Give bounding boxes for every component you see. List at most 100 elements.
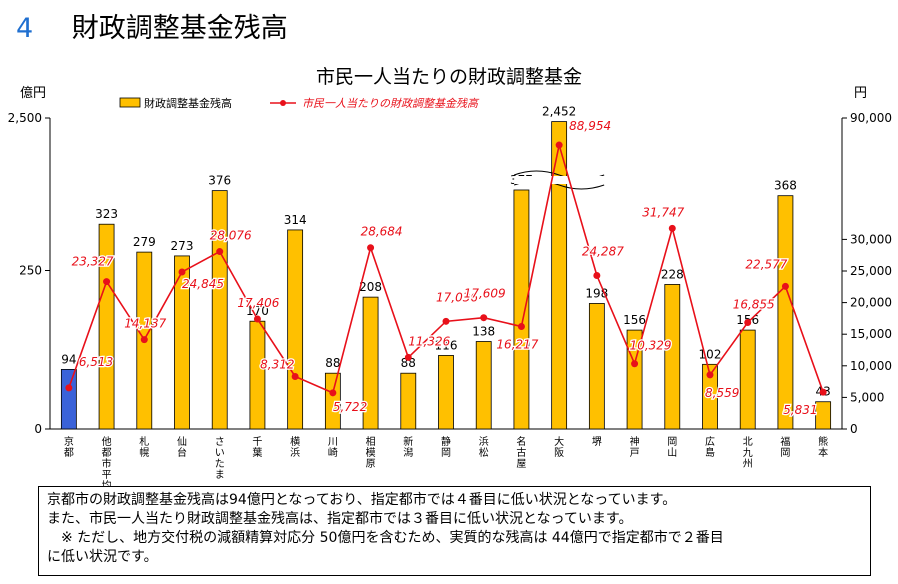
per-capita-point xyxy=(442,317,450,325)
category-label: 新 xyxy=(403,435,413,448)
right-tick-label: 15,000 xyxy=(850,327,892,341)
category-label: 戸 xyxy=(630,447,640,459)
category-label: 大 xyxy=(554,435,564,448)
per-capita-value-label: 6,513 xyxy=(79,355,113,369)
bar-value-label: 368 xyxy=(774,179,797,193)
per-capita-value-label: 8,312 xyxy=(260,357,294,371)
per-capita-value-label: 23,327 xyxy=(72,255,114,269)
category-label: 均 xyxy=(102,480,112,486)
category-label: 阪 xyxy=(554,446,564,459)
per-capita-point xyxy=(103,278,111,286)
per-capita-point xyxy=(480,314,488,322)
chart-svg: 2,500 250 0 90,000 30,000 25,000 20,000 15,000 1… xyxy=(8,96,892,486)
note-line: ※ ただし、地方交付税の減額精算対応分 50億円を含むため、実質的な残高は 44… xyxy=(47,530,724,546)
per-capita-point xyxy=(404,353,412,361)
per-capita-point xyxy=(668,224,676,232)
category-label: 浜 xyxy=(479,436,489,448)
bar xyxy=(98,223,115,430)
category-label: 崎 xyxy=(328,446,338,459)
category-label: 九 xyxy=(743,447,753,459)
category-label: 都 xyxy=(64,447,74,459)
category-label: 北 xyxy=(743,436,753,448)
category-label: 川 xyxy=(328,437,338,448)
bar-value-label: 208 xyxy=(359,280,382,294)
category-label: 平 xyxy=(102,470,112,481)
per-capita-value-label: 28,684 xyxy=(361,225,403,239)
per-capita-value-label: 5,831 xyxy=(783,403,817,417)
category-label: 千 xyxy=(252,436,262,448)
category-label: 屋 xyxy=(516,458,526,470)
legend-line-label: 市民一人当たりの財政調整基金残高 xyxy=(302,97,480,110)
bar-value-label: 88 xyxy=(401,356,416,370)
category-label: 仙 xyxy=(177,435,187,448)
category-label: 相 xyxy=(366,435,376,448)
bar xyxy=(249,320,266,430)
per-capita-point xyxy=(367,244,375,252)
per-capita-value-label: 31,747 xyxy=(642,205,684,219)
bar xyxy=(513,189,530,430)
legend-bar-label: 財政調整基金残高 xyxy=(144,96,232,110)
bar xyxy=(777,195,794,430)
right-tick-label: 10,000 xyxy=(850,359,892,373)
bar xyxy=(739,329,756,430)
right-tick-label: 25,000 xyxy=(850,264,892,278)
per-capita-point xyxy=(517,323,525,331)
bar xyxy=(324,372,341,430)
per-capita-point xyxy=(593,272,601,280)
bar-value-label: 279 xyxy=(133,235,156,249)
per-capita-value-label: 11,326 xyxy=(408,334,450,348)
bar xyxy=(815,401,832,430)
chart-title: 市民一人当たりの財政調整基金 xyxy=(315,66,582,88)
per-capita-value-label: 24,287 xyxy=(582,245,624,259)
bar-value-label: 88 xyxy=(325,356,340,370)
per-capita-value-label: 5,722 xyxy=(333,400,367,414)
bar xyxy=(475,341,492,430)
per-capita-point xyxy=(781,282,789,290)
bar xyxy=(664,284,681,430)
category-label: 岡 xyxy=(441,447,451,459)
bar-value-label: 314 xyxy=(284,213,307,227)
category-label: 島 xyxy=(705,446,715,459)
per-capita-point xyxy=(555,141,563,149)
note-line: に低い状況です。 xyxy=(47,549,158,565)
left-tick-label: 250 xyxy=(19,264,42,278)
category-label: 原 xyxy=(366,458,376,470)
right-tick-label: 5,000 xyxy=(850,390,884,404)
per-capita-value-label: 22,577 xyxy=(745,257,787,271)
left-axis-unit: 億円 xyxy=(20,86,47,101)
section-number: 4 xyxy=(16,13,34,44)
left-tick-label: 2,500 xyxy=(8,111,42,125)
category-label: 他 xyxy=(102,435,112,448)
category-label: 堺 xyxy=(592,436,602,448)
category-label: 広 xyxy=(705,435,715,448)
category-label: 神 xyxy=(630,435,640,448)
per-capita-point xyxy=(631,360,639,368)
bar-value-label: 156 xyxy=(623,313,646,327)
note-line: 京都市の財政調整基金残高は94億円となっており、指定都市では４番目に低い状況とな… xyxy=(47,492,677,508)
category-label: 松 xyxy=(479,446,489,459)
per-capita-value-label: 28,076 xyxy=(210,229,252,243)
section-title: 財政調整基金残高 xyxy=(71,13,288,44)
per-capita-point xyxy=(706,371,714,379)
per-capita-point xyxy=(216,248,224,256)
category-label: 京 xyxy=(64,435,74,448)
legend-line-marker xyxy=(280,100,286,106)
category-label: 名 xyxy=(516,435,526,448)
per-capita-value-label: 88,954 xyxy=(569,119,611,133)
bar xyxy=(362,296,379,430)
legend-bar-swatch xyxy=(119,97,141,108)
bar xyxy=(174,255,190,430)
category-label: 札 xyxy=(139,435,149,448)
note-line: また、市民一人当たり財政調整基金残高は、指定都市では３番目に低い状況となっていま… xyxy=(47,511,633,527)
bar xyxy=(702,363,718,430)
right-tick-label: 0 xyxy=(850,422,858,436)
bar-value-label: 323 xyxy=(95,207,118,221)
category-label: 横 xyxy=(290,435,300,448)
category-label: 台 xyxy=(177,446,187,459)
category-label: 熊 xyxy=(818,435,828,448)
per-capita-value-label: 17,609 xyxy=(464,287,506,301)
per-capita-value-label: 10,329 xyxy=(630,339,672,353)
bar xyxy=(400,372,417,430)
per-capita-point xyxy=(65,384,73,392)
